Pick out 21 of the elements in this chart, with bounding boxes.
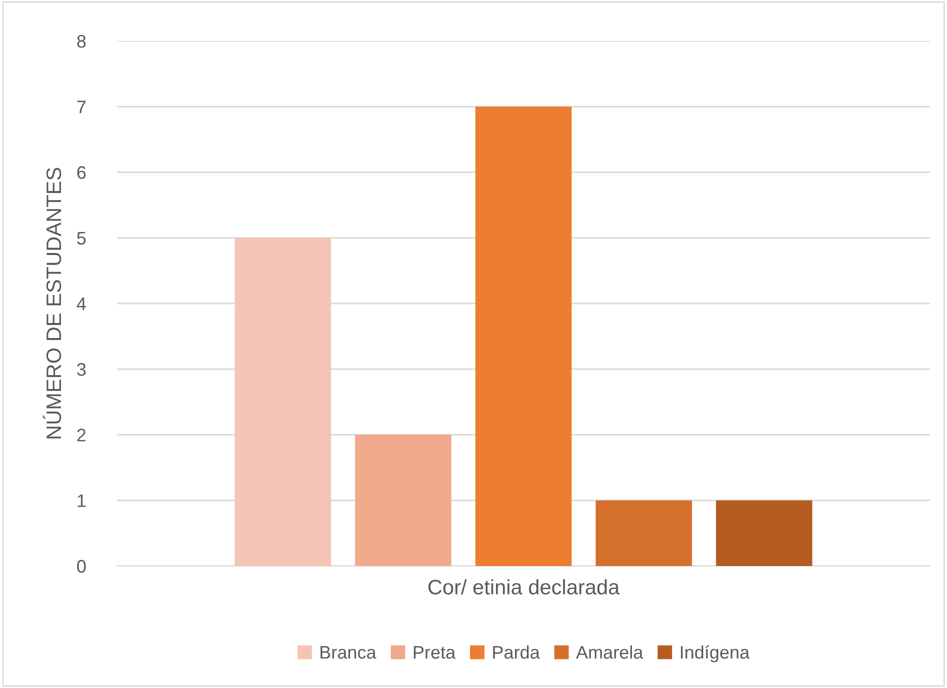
bar	[234, 238, 331, 566]
y-tick-label: 6	[77, 166, 86, 179]
y-tick-label: 7	[77, 100, 86, 114]
bar	[716, 500, 812, 566]
bar	[596, 500, 692, 566]
y-tick-label: 4	[76, 298, 86, 310]
legend-label: Parda	[493, 645, 540, 659]
legend-label: Indígena	[680, 645, 750, 662]
x-axis-title: Cor/ etinia declarada	[428, 579, 620, 594]
y-tick-label: 2	[77, 428, 86, 442]
y-axis-title: NÚMERO DE ESTUDANTES	[42, 168, 62, 438]
bar	[475, 106, 572, 566]
y-tick-label: 5	[77, 232, 86, 245]
y-tick-label: 8	[77, 34, 86, 48]
y-tick-label: 3	[77, 363, 86, 376]
legend-label: Branca	[320, 646, 376, 659]
legend-label: Preta	[414, 646, 456, 659]
bar	[355, 434, 452, 566]
y-tick-label: 0	[77, 560, 86, 573]
y-tick-label: 1	[78, 494, 86, 507]
legend-label: Amarela	[576, 645, 644, 659]
